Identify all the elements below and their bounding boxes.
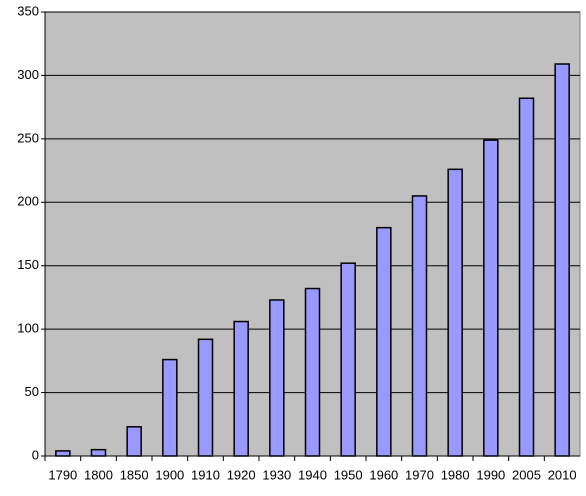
y-tick-label: 50 xyxy=(25,384,39,399)
x-tick-label: 1800 xyxy=(84,467,113,482)
x-tick-label: 1980 xyxy=(441,467,470,482)
x-tick-label: 1920 xyxy=(227,467,256,482)
bar xyxy=(55,450,71,457)
y-tick-label: 300 xyxy=(17,67,39,82)
y-tick-label: 0 xyxy=(32,447,39,462)
bar xyxy=(518,97,535,457)
x-tick-label: 2005 xyxy=(512,467,541,482)
x-tick-label: 2010 xyxy=(548,467,577,482)
x-tick-label: 1990 xyxy=(476,467,505,482)
bar xyxy=(411,195,428,457)
bar xyxy=(162,358,178,457)
bar xyxy=(304,287,321,457)
bar xyxy=(340,262,356,457)
bar xyxy=(126,426,142,457)
bar xyxy=(483,139,499,457)
bar xyxy=(233,320,249,457)
bar xyxy=(90,448,107,457)
x-tick-label: 1970 xyxy=(405,467,434,482)
y-tick-label: 100 xyxy=(17,321,39,336)
x-tick-label: 1910 xyxy=(191,467,220,482)
x-tick-label: 1790 xyxy=(48,467,77,482)
y-tick-label: 250 xyxy=(17,130,39,145)
x-tick-label: 1930 xyxy=(262,467,291,482)
x-tick-label: 1950 xyxy=(334,467,363,482)
y-tick-label: 200 xyxy=(17,194,39,209)
x-tick-label: 1850 xyxy=(120,467,149,482)
x-tick-label: 1900 xyxy=(155,467,184,482)
y-tick-label: 150 xyxy=(17,257,39,272)
bar xyxy=(197,338,214,457)
bar xyxy=(269,299,285,457)
bar xyxy=(447,168,463,457)
bar xyxy=(554,63,570,457)
bar xyxy=(376,226,392,457)
y-tick-label: 350 xyxy=(17,3,39,18)
x-tick-label: 1940 xyxy=(298,467,327,482)
x-tick-label: 1960 xyxy=(369,467,398,482)
